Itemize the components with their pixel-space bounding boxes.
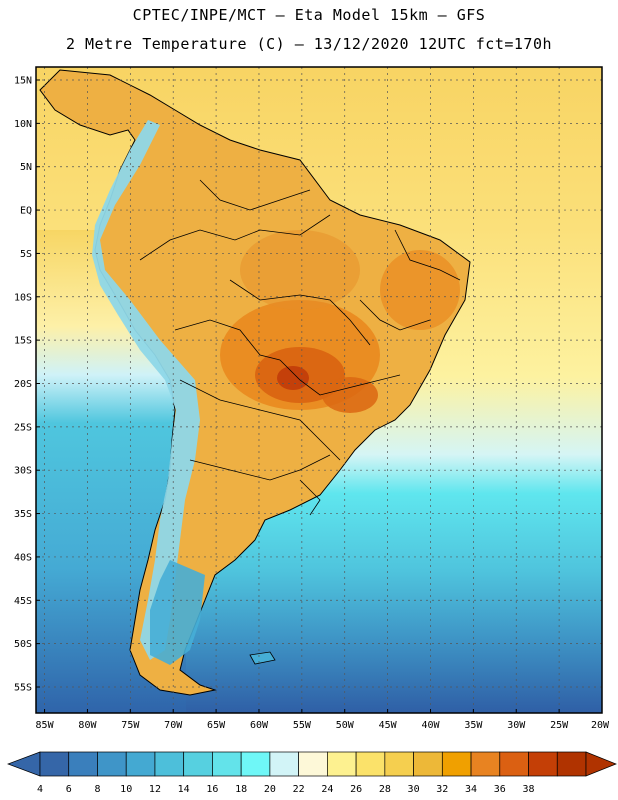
- colorbar-label: 26: [350, 784, 362, 795]
- lon-label: 35W: [464, 720, 483, 731]
- colorbar-label: 24: [321, 784, 333, 795]
- lat-labels: 15N 10N 5N EQ 5S 10S 15S 20S 25S 30S 35S 40S 45S 50S 5…: [14, 76, 40, 693]
- lat-label: 15N: [14, 76, 32, 87]
- lon-label: 20W: [591, 720, 610, 731]
- colorbar-label: 38: [523, 784, 535, 795]
- colorbar-label: 28: [379, 784, 391, 795]
- lat-label: 40S: [14, 552, 32, 563]
- lat-label: 35S: [14, 509, 32, 520]
- lon-label: 50W: [336, 720, 355, 731]
- colorbar-label: 32: [436, 784, 448, 795]
- map-title: CPTEC/INPE/MCT – Eta Model 15km – GFS: [132, 6, 486, 24]
- lon-label: 55W: [293, 720, 312, 731]
- lat-label: 50S: [14, 639, 32, 650]
- lat-label: 45S: [14, 596, 32, 607]
- lat-label: 15S: [14, 336, 32, 347]
- colorbar-swatch: [298, 751, 328, 777]
- lat-label: 5N: [20, 162, 32, 173]
- colorbar-label: 14: [178, 784, 190, 795]
- colorbar-label: 36: [494, 784, 506, 795]
- colorbar-swatch: [470, 751, 501, 777]
- lon-label: 80W: [78, 720, 97, 731]
- colorbar-swatch: [413, 751, 443, 777]
- map-frame: [35, 66, 603, 714]
- colorbar-label: 30: [408, 784, 420, 795]
- colorbar-label: 20: [264, 784, 276, 795]
- falkland-islands: [249, 651, 276, 665]
- colorbar-label: 16: [206, 784, 218, 795]
- colorbar-label: 10: [120, 784, 132, 795]
- lat-label: 5S: [20, 249, 32, 260]
- colorbar-left-arrow: [7, 751, 41, 777]
- colorbar-swatch: [528, 751, 558, 777]
- patagonia-cold: [150, 560, 205, 665]
- colorbar-label: 12: [149, 784, 161, 795]
- colorbar-swatch: [154, 751, 185, 777]
- colorbar-swatch: [125, 751, 156, 777]
- colorbar-label: 6: [66, 784, 72, 795]
- colorbar-swatch: [39, 751, 70, 777]
- lon-label: 60W: [250, 720, 269, 731]
- colorbar-swatch: [212, 751, 242, 777]
- colorbar-label: 34: [465, 784, 477, 795]
- colorbar-swatch: [240, 751, 271, 777]
- colorbar-swatch: [355, 751, 386, 777]
- lon-label: 70W: [164, 720, 183, 731]
- lon-label: 85W: [36, 720, 55, 731]
- lat-label: EQ: [20, 206, 32, 217]
- lat-label: 30S: [14, 466, 32, 477]
- lat-label: 55S: [14, 682, 32, 693]
- colorbar-right-arrow: [585, 751, 617, 777]
- lon-labels: 85W 80W 75W 70W 65W 60W 55W 50W 45W 40W 35W 30W 25W 2…: [36, 709, 610, 731]
- colorbar-swatch: [183, 751, 213, 777]
- colorbar-swatch: [441, 751, 472, 777]
- colorbar-label: 4: [37, 784, 43, 795]
- graticule: [36, 67, 602, 713]
- colorbar-swatch: [384, 751, 414, 777]
- colorbar-label: 18: [235, 784, 247, 795]
- heat-max: [277, 366, 309, 390]
- heat-amazon: [240, 230, 360, 310]
- colorbar-label: 22: [293, 784, 305, 795]
- heat-core-east: [322, 377, 378, 413]
- map-subtitle: 2 Metre Temperature (C) – 13/12/2020 12U…: [65, 35, 553, 53]
- lon-label: 65W: [207, 720, 226, 731]
- lon-label: 45W: [379, 720, 398, 731]
- colorbar-label: 8: [94, 784, 100, 795]
- colorbar: 4 6 8 10 12 14 16 18 20 22 24 26 28 30 32 34 36 38: [7, 751, 617, 795]
- lon-label: 25W: [550, 720, 569, 731]
- colorbar-swatch: [327, 751, 357, 777]
- colorbar-swatch: [97, 751, 127, 777]
- country-borders: [139, 179, 461, 516]
- colorbar-swatch: [499, 751, 529, 777]
- colorbar-swatch: [556, 751, 587, 777]
- colorbar-swatch: [68, 751, 98, 777]
- heat-northeast: [380, 250, 460, 330]
- colorbar-swatch: [269, 751, 299, 777]
- lat-label: 25S: [14, 422, 32, 433]
- lat-label: 10N: [14, 119, 32, 130]
- lon-label: 75W: [121, 720, 140, 731]
- lat-label: 20S: [14, 379, 32, 390]
- lat-label: 10S: [14, 292, 32, 303]
- lon-label: 30W: [507, 720, 526, 731]
- lon-label: 40W: [421, 720, 440, 731]
